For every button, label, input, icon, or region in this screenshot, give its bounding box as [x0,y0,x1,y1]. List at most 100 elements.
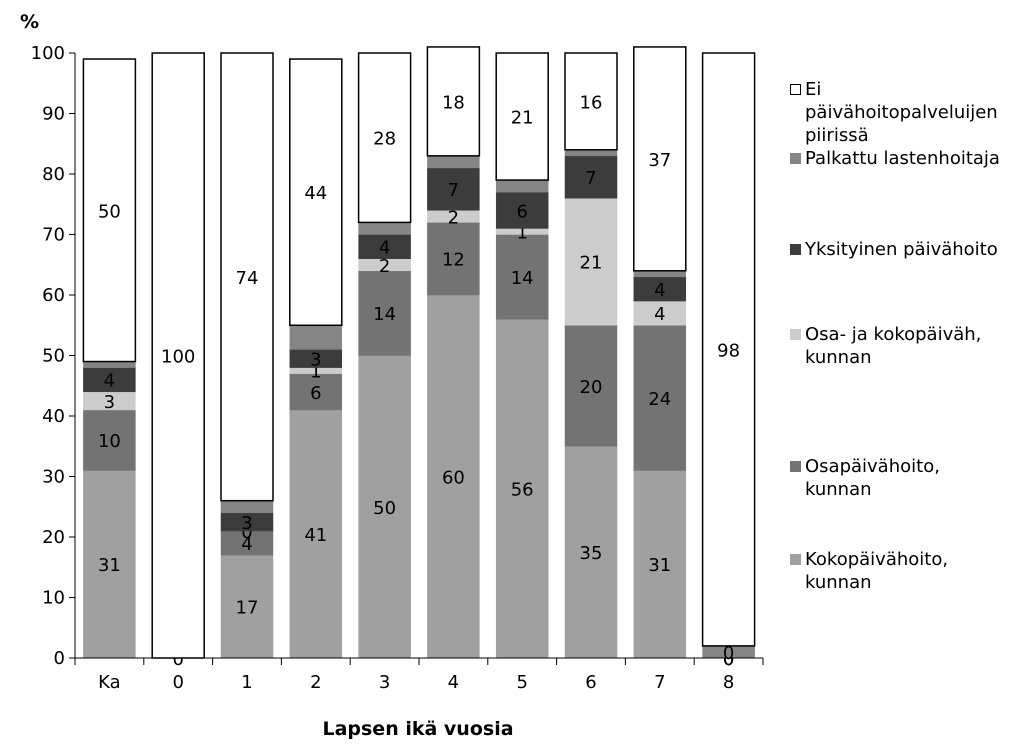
bar-segment [564,446,618,659]
bar-segment [633,46,687,272]
data-label: 0 [723,649,734,670]
bar-segment [289,325,343,350]
bar-segment [633,270,687,278]
x-tick-label: 2 [310,672,321,693]
bar-segment [358,270,411,356]
data-label: 12 [442,250,465,271]
data-label: 17 [236,598,259,619]
data-label: 3 [104,392,115,413]
data-label: 14 [373,304,396,325]
bar-segment [83,367,136,393]
data-label: 31 [648,555,671,576]
y-tick-label: 40 [42,406,65,427]
data-label: 4 [104,371,115,392]
data-label: 100 [161,347,195,368]
data-label: 31 [98,555,121,576]
x-axis: Ka 0 1 2 3 4 5 6 7 8 [74,657,764,693]
legend-item-ei: Ei päivähoitopalveluijen piirissä [788,78,1033,147]
bar-segment [220,52,274,502]
data-label: 6 [516,201,527,222]
bar-segment [495,179,549,193]
data-label: 0 [172,649,183,670]
data-label: 20 [580,377,603,398]
bar-segment [358,234,411,259]
data-label: 7 [448,180,459,201]
legend-label-yksityinen: Yksityinen päivähoito [805,239,998,260]
bar-segment [151,52,205,659]
x-tick-label: 7 [654,672,665,693]
bar-segment [633,470,687,659]
data-label: 1 [516,222,527,243]
bar-segment [564,52,618,151]
data-label: 44 [304,183,327,204]
data-label: 18 [442,92,465,113]
data-label: 0 [723,649,734,670]
x-tick-label: 8 [723,672,734,693]
legend-swatch-ei [790,84,801,95]
bar-segment [495,52,549,181]
bars: 3110345001001740374416134450142428601227… [82,46,756,670]
bar-segment [289,373,343,411]
y-tick-label: 100 [31,43,65,64]
data-label: 21 [580,253,603,274]
data-label: 28 [373,129,396,150]
legend-item-osapaivahoito: Osapäivähoito, kunnan [788,455,1033,501]
data-label: 37 [648,150,671,171]
legend-item-palkattu: Palkattu lastenhoitaja [788,147,1033,170]
data-label: 50 [373,498,396,519]
y-tick-label: 70 [42,225,65,246]
y-tick-label: 60 [42,285,65,306]
legend-label-ei: Ei päivähoitopalveluijen piirissä [805,79,998,146]
x-tick-label: 0 [172,672,183,693]
data-label: 0 [241,522,252,543]
legend-item-osa-ja-koko: Osa- ja kokopäiväh, kunnan [788,323,1033,369]
bar-segment [83,470,136,659]
bar-segment [220,500,274,514]
x-tick-label: 3 [379,672,390,693]
bar-segment [289,409,343,659]
bar-segment [633,276,687,302]
data-label: 4 [654,304,665,325]
bar-segment [564,149,618,157]
bar-segment [427,294,480,659]
legend-label-osa-ja-koko: Osa- ja kokopäiväh, kunnan [805,324,982,368]
y-axis: 0 10 20 30 40 50 60 70 80 90 100 [31,43,76,669]
data-label: 35 [580,543,603,564]
x-tick-label: 5 [516,672,527,693]
bar-segment [289,58,343,327]
data-label: 4 [241,534,252,555]
data-label: 4 [379,238,390,259]
y-tick-label: 90 [42,104,65,125]
data-label: 4 [654,280,665,301]
bar-segment [633,325,687,471]
legend-item-yksityinen: Yksityinen päivähoito [788,238,1033,261]
y-tick-label: 10 [42,588,65,609]
data-label: 3 [310,350,321,371]
bar-segment [495,234,549,320]
x-tick-label: 1 [241,672,252,693]
data-label: 2 [448,207,459,228]
x-tick-label: 6 [585,672,596,693]
data-label: 74 [236,268,259,289]
bar-segment [427,167,480,211]
bar-segment [83,361,136,368]
legend-item-kokopaivahoito: Kokopäivähoito, kunnan [788,548,1033,594]
data-label: 24 [648,389,671,410]
data-label: 56 [511,480,534,501]
data-label: 50 [98,201,121,222]
data-label: 0 [723,643,734,664]
data-label: 21 [511,108,534,129]
bar-segment [564,197,618,326]
legend-swatch-osa-ja-koko [790,329,801,340]
x-tick-label: 4 [448,672,459,693]
data-label: 98 [717,340,740,361]
legend-label-kokopaivahoito: Kokopäivähoito, kunnan [805,549,949,593]
bar-segment [358,222,411,235]
bar-segment [83,409,136,471]
x-axis-title: Lapsen ikä vuosia [322,718,513,740]
legend-label-osapaivahoito: Osapäivähoito, kunnan [805,456,940,500]
y-tick-label: 20 [42,527,65,548]
bar-segment [82,58,137,363]
legend-label-palkattu: Palkattu lastenhoitaja [805,148,1000,169]
data-label: 1 [310,362,321,383]
